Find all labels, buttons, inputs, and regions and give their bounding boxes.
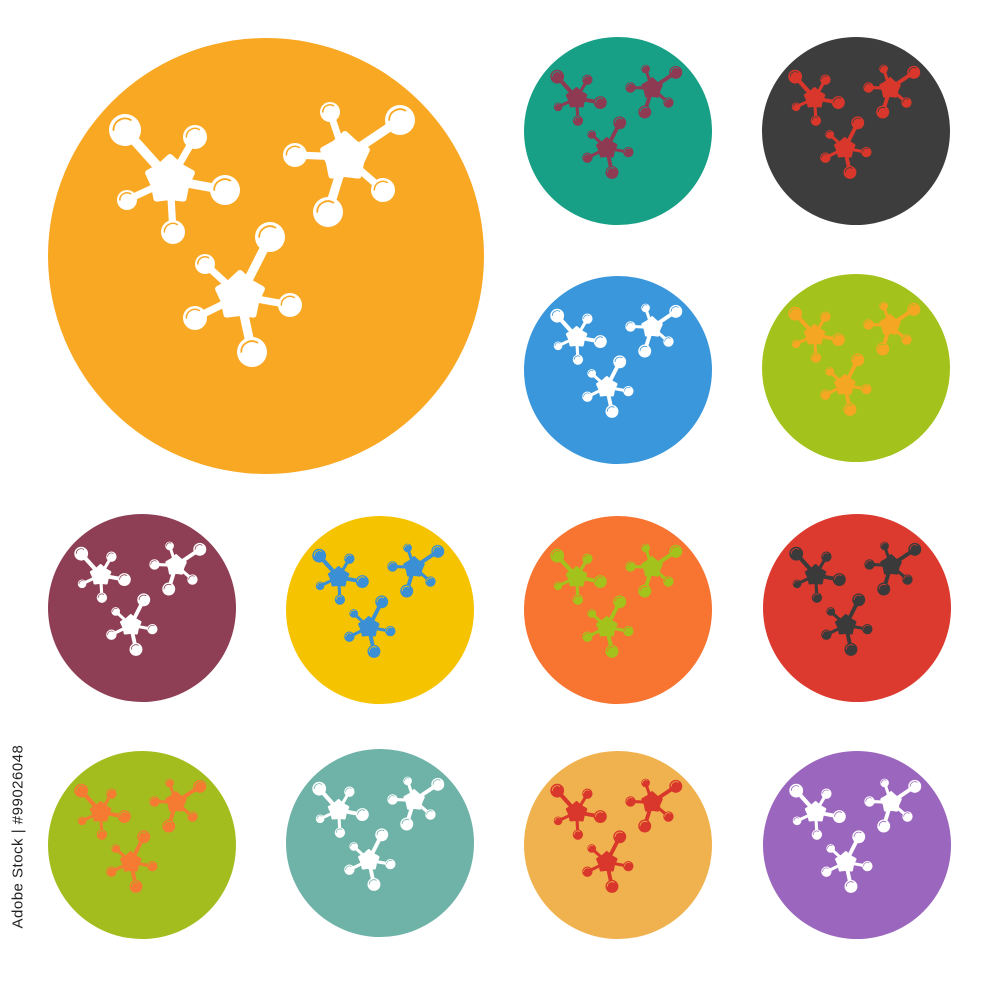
molecule-glyph (550, 303, 683, 418)
molecule (344, 595, 396, 658)
molecule (109, 114, 240, 244)
molecule (625, 778, 683, 833)
molecule (74, 546, 131, 603)
molecule (864, 778, 922, 833)
molecule (625, 64, 683, 119)
icon-circle (762, 37, 950, 225)
molecule-icon-large-orange (48, 38, 484, 474)
molecule (106, 593, 158, 656)
molecule (864, 541, 922, 596)
molecule (788, 69, 845, 126)
icon-circle (48, 38, 484, 474)
molecule-icon-red (763, 514, 951, 702)
molecule-glyph (550, 64, 683, 179)
molecule (863, 301, 921, 356)
molecule (106, 830, 158, 893)
molecule-icon-maroon (48, 514, 236, 702)
icon-circle (524, 751, 712, 939)
molecule-icon-purple (763, 751, 951, 939)
molecule-glyph (550, 778, 683, 893)
molecule-icon-orange (524, 516, 712, 704)
icon-circle (286, 749, 474, 937)
molecule (582, 830, 634, 893)
molecule (788, 306, 845, 363)
molecule (149, 541, 207, 596)
molecule-glyph (550, 543, 683, 658)
molecule-glyph (788, 301, 921, 416)
icon-circle (762, 274, 950, 462)
molecule (344, 828, 396, 891)
icon-circle (763, 751, 951, 939)
icon-circle (48, 514, 236, 702)
molecule-icon-tan (524, 751, 712, 939)
molecule (387, 776, 445, 831)
molecule (183, 222, 302, 367)
molecule (582, 116, 634, 179)
molecule-icon-sage (286, 749, 474, 937)
molecule (582, 355, 634, 418)
molecule-glyph (789, 778, 922, 893)
molecule-icon-yellow (286, 516, 474, 704)
molecule (550, 783, 607, 840)
molecule (820, 353, 872, 416)
molecule (625, 543, 683, 598)
molecule-icon-teal (524, 37, 712, 225)
molecule-glyph (789, 541, 922, 656)
molecule-glyph (312, 776, 445, 891)
molecule-glyph (74, 541, 207, 656)
molecule (821, 830, 873, 893)
molecule (550, 69, 607, 126)
molecule (582, 595, 634, 658)
molecule (387, 543, 445, 598)
molecule-icon-charcoal (762, 37, 950, 225)
molecule-glyph (109, 102, 415, 367)
molecule (625, 303, 683, 358)
molecule (312, 548, 369, 605)
icon-circle (763, 514, 951, 702)
molecule (74, 783, 131, 840)
molecule (283, 102, 415, 227)
molecule-glyph (74, 778, 207, 893)
molecule-icon-olive-green (48, 751, 236, 939)
icon-circle (524, 276, 712, 464)
icon-circle (286, 516, 474, 704)
molecule (550, 548, 607, 605)
icon-circle (48, 751, 236, 939)
molecule (863, 64, 921, 119)
molecule (820, 116, 872, 179)
icon-circle (524, 37, 712, 225)
molecule (789, 783, 846, 840)
molecule-icon-blue (524, 276, 712, 464)
molecule (789, 546, 846, 603)
molecule (550, 308, 607, 365)
molecule-icon-lime (762, 274, 950, 462)
molecule (821, 593, 873, 656)
molecule-glyph (788, 64, 921, 179)
molecule (149, 778, 207, 833)
molecule (312, 781, 369, 838)
icon-circle (524, 516, 712, 704)
molecule-glyph (312, 543, 445, 658)
stock-id-watermark: Adobe Stock | #99026048 (9, 744, 27, 929)
